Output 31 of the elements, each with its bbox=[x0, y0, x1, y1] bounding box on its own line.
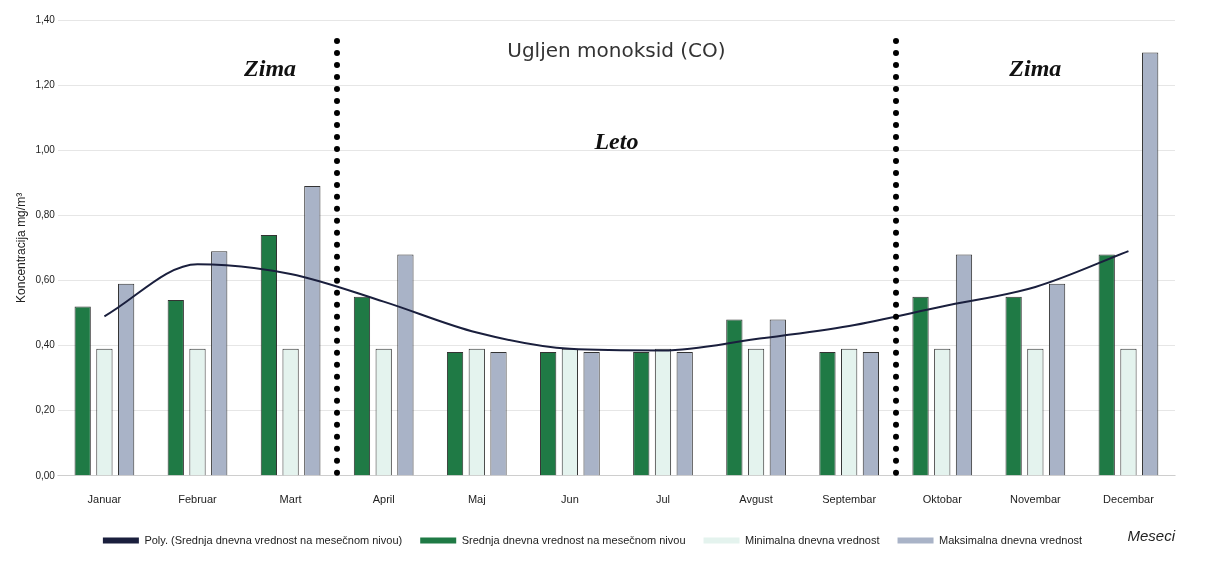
y-tick-label: 0,40 bbox=[35, 339, 56, 351]
x-tick-label: Septembar bbox=[822, 493, 877, 506]
x-tick-label: Oktobar bbox=[922, 493, 963, 506]
x-tick-label: Novembar bbox=[1009, 493, 1062, 506]
y-tick-label: 1,40 bbox=[35, 13, 56, 25]
x-tick-label: Decembar bbox=[1103, 493, 1155, 506]
legend-label: Poly. (Srednja dnevna vrednost na mesečnom nivou) bbox=[144, 533, 403, 546]
x-axis-title: Meseci bbox=[1127, 526, 1176, 544]
x-tick-label: Mart bbox=[279, 493, 302, 506]
legend-label: Srednja dnevna vrednost na mesečnom nivou bbox=[461, 533, 686, 546]
y-tick-label: 1,00 bbox=[35, 143, 56, 155]
y-tick-label: 0,60 bbox=[35, 274, 56, 286]
legend-label: Minimalna dnevna vrednost bbox=[745, 533, 880, 546]
y-axis-title: Koncentracija mg/m³ bbox=[13, 192, 28, 303]
y-tick-label: 0,00 bbox=[35, 469, 56, 481]
annotation: Zima bbox=[243, 55, 297, 82]
annotation: Leto bbox=[593, 128, 639, 155]
x-tick-label: April bbox=[372, 493, 395, 506]
line-series bbox=[103, 250, 1130, 352]
x-tick-label: Jun bbox=[561, 493, 579, 506]
x-tick-label: Maj bbox=[467, 493, 486, 506]
y-tick-label: 1,20 bbox=[35, 78, 56, 90]
y-tick-label: 0,20 bbox=[35, 404, 56, 416]
y-tick-label: 0,80 bbox=[35, 209, 56, 221]
x-tick-label: Januar bbox=[87, 493, 122, 506]
legend-label: Maksimalna dnevna vrednost bbox=[939, 533, 1083, 546]
x-tick-label: Avgust bbox=[739, 493, 773, 506]
x-tick-label: Jul bbox=[655, 493, 671, 506]
text: Ugljen monoksid (CO) bbox=[507, 38, 726, 63]
x-tick-label: Februar bbox=[178, 493, 218, 506]
annotation: Zima bbox=[1008, 55, 1062, 82]
